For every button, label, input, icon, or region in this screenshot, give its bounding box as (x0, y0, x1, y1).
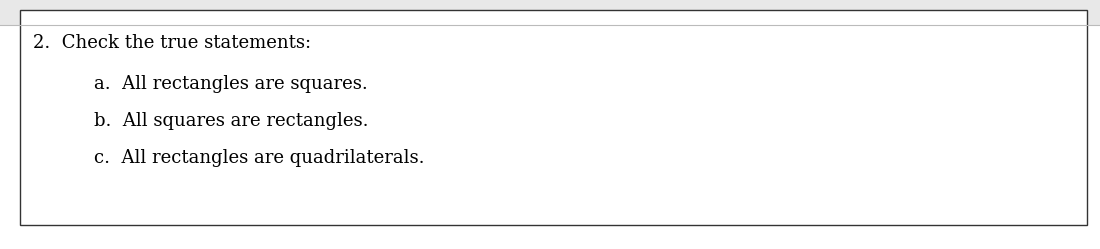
Text: b.  All squares are rectangles.: b. All squares are rectangles. (94, 112, 368, 130)
Bar (20, 10, 1087, 225)
Text: a.  All rectangles are squares.: a. All rectangles are squares. (94, 75, 367, 93)
Text: c.  All rectangles are quadrilaterals.: c. All rectangles are quadrilaterals. (94, 149, 424, 167)
Bar (0, 0, 1100, 25)
Text: 2.  Check the true statements:: 2. Check the true statements: (33, 34, 311, 52)
